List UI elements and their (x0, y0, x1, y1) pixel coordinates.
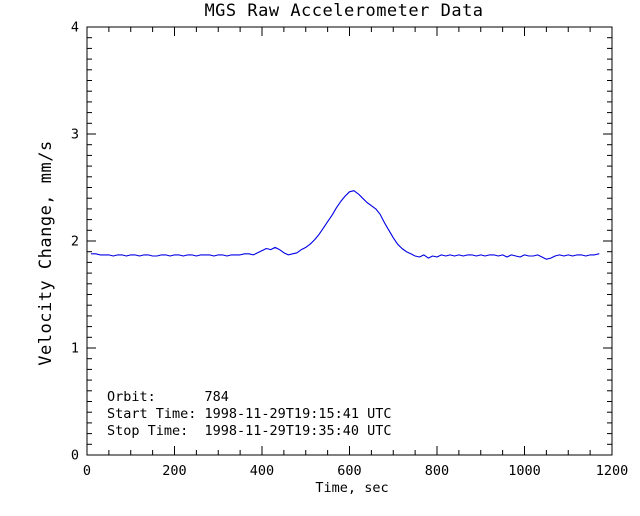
x-tick-label: 200 (162, 463, 186, 479)
x-tick-label: 400 (250, 463, 274, 479)
y-tick-label: 2 (71, 234, 79, 250)
x-tick-label: 800 (425, 463, 449, 479)
x-tick-labels: 0 200 400 600 800 1000 1200 (83, 463, 628, 479)
data-series-line (90, 190, 600, 260)
annotation-start-time: Start Time: 1998-11-29T19:15:41 UTC (107, 406, 391, 422)
chart-title: MGS Raw Accelerometer Data (204, 1, 483, 21)
plot-frame (86, 26, 613, 456)
x-tick-label: 1000 (508, 463, 541, 479)
y-tick-label: 3 (71, 127, 79, 143)
annotation-orbit: Orbit: 784 (107, 389, 229, 405)
y-tick-label: 0 (71, 448, 79, 464)
y-tick-label: 1 (71, 341, 79, 357)
annotation-stop-time: Stop Time: 1998-11-29T19:35:40 UTC (107, 423, 391, 439)
x-tick-label: 0 (83, 463, 91, 479)
x-axis-label: Time, sec (315, 480, 388, 496)
y-axis-label: Velocity Change, mm/s (36, 140, 56, 365)
plot-border (86, 26, 613, 456)
x-tick-label: 1200 (596, 463, 629, 479)
y-tick-label: 4 (71, 20, 79, 36)
x-tick-label: 600 (337, 463, 361, 479)
y-tick-labels: 0 1 2 3 4 (71, 20, 79, 464)
